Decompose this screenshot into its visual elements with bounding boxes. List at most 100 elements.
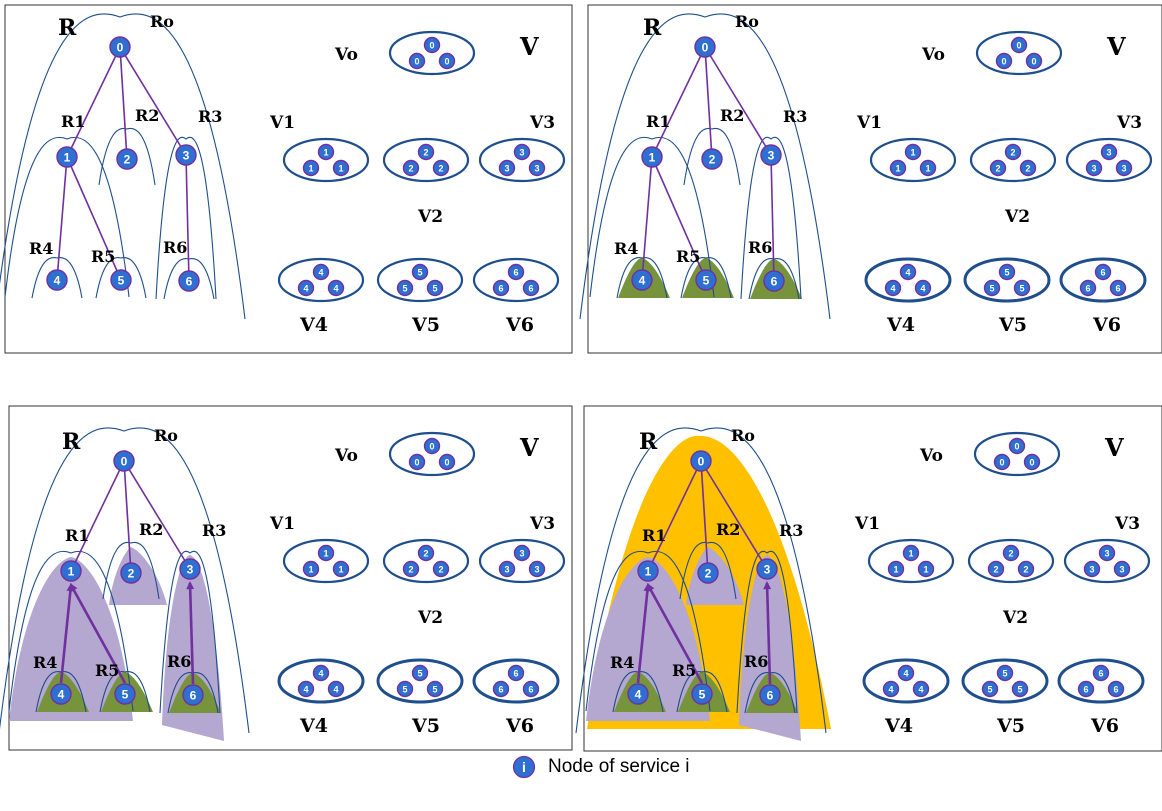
set-node-right-circle	[432, 560, 450, 578]
tree-node-3-label: 3	[187, 563, 194, 577]
set-node-top-circle	[507, 664, 525, 682]
tree-node-2-circle	[701, 148, 723, 170]
set-node-left-label: 1	[895, 163, 900, 173]
set-6: 66 6	[472, 658, 560, 704]
set-node-top-label: 2	[1008, 548, 1013, 558]
set-node-left-circle	[887, 560, 905, 578]
tree-node-5-label: 5	[118, 274, 125, 288]
set-node-left-label: 3	[1089, 564, 1094, 574]
set-node-left-circle	[408, 453, 426, 471]
tree-node-3-circle	[175, 144, 197, 166]
set-node-right: 4	[327, 680, 345, 698]
edge-0-3	[700, 460, 768, 570]
set-node-top-label: 2	[423, 147, 428, 157]
set-node-top: 0	[423, 437, 441, 455]
set-node-left: 4	[882, 680, 900, 698]
region-label-1: R1	[61, 112, 85, 131]
set-node-right: 0	[1025, 52, 1043, 70]
region-label-3: R3	[779, 521, 803, 540]
panel-frame	[583, 405, 1162, 752]
set-2: 22 2	[967, 538, 1055, 584]
set-node-top: 0	[423, 36, 441, 54]
set-node-left: 1	[889, 159, 907, 177]
set-node-top-circle	[312, 263, 330, 281]
edge-1-5	[69, 584, 127, 684]
tree-node-5-label: 5	[699, 688, 706, 702]
set-node-left-label: 5	[402, 283, 407, 293]
set-node-top-label: 4	[318, 668, 323, 678]
region-label-2: R2	[720, 106, 744, 125]
set-label-3: V3	[1114, 514, 1140, 534]
tree-node-1-circle	[56, 146, 78, 168]
set-node-right-circle	[432, 159, 450, 177]
region-r2-arc	[679, 541, 737, 600]
set-node-left-circle	[983, 279, 1001, 297]
set-node-right: 2	[432, 159, 450, 177]
region-leaf-arc-5	[676, 671, 728, 713]
set-label-0: Vo	[334, 45, 358, 65]
set-node-left-circle	[1083, 560, 1101, 578]
tree-node-2: 2	[120, 562, 142, 584]
tree-node-6: 6	[759, 684, 781, 706]
tree-node-4-label: 4	[635, 688, 642, 702]
edge-0-1	[647, 460, 702, 572]
tree-node-4-label: 4	[639, 274, 646, 288]
set-2: 22 2	[382, 137, 470, 183]
set-node-right-circle	[1115, 159, 1133, 177]
set-node-right-circle	[914, 279, 932, 297]
set-node-right-label: 0	[444, 457, 449, 467]
edge-1-5	[651, 156, 707, 281]
set-node-top: 2	[417, 544, 435, 562]
set-node-right-circle	[528, 159, 546, 177]
set-node-top-circle	[417, 143, 435, 161]
edge-3-6	[770, 154, 775, 282]
tree-node-0-label: 0	[117, 41, 124, 55]
region-label-2: R2	[716, 520, 740, 539]
set-node-left-label: 6	[498, 283, 503, 293]
set-node-top: 6	[1094, 263, 1112, 281]
set-node-top-label: 4	[905, 267, 910, 277]
set-node-left-label: 4	[303, 684, 308, 694]
set-3: 33 3	[1063, 538, 1151, 584]
set-node-right: 3	[528, 560, 546, 578]
set-5: 55 5	[961, 658, 1049, 704]
set-node-top: 5	[411, 664, 429, 682]
tree-node-5-circle	[691, 683, 713, 705]
edge-0-3	[119, 46, 187, 156]
tree-node-5: 5	[695, 269, 717, 291]
set-node-right: 5	[1011, 680, 1029, 698]
set-node-left: 1	[302, 159, 320, 177]
set-label-6: V6	[505, 715, 534, 737]
tree-node-0-label: 0	[121, 455, 128, 469]
set-node-top: 2	[1002, 544, 1020, 562]
set-node-top-circle	[1100, 143, 1118, 161]
tree-node-1-label: 1	[649, 151, 656, 165]
tree-node-0-label: 0	[702, 41, 709, 55]
tree-node-5-circle	[110, 269, 132, 291]
tree-node-6: 6	[763, 270, 785, 292]
region-label-3: R3	[202, 521, 226, 540]
tree-node-4-circle	[631, 269, 653, 291]
set-1: 11 1	[869, 137, 957, 183]
set-node-right-label: 0	[1029, 457, 1034, 467]
tree-node-3-circle	[179, 558, 201, 580]
region-leaf-arc-5	[95, 257, 147, 299]
region-ro-arc	[0, 13, 246, 320]
tree-node-5-label: 5	[703, 274, 710, 288]
set-node-right: 5	[426, 279, 444, 297]
set-node-top-label: 2	[1010, 147, 1015, 157]
set-node-left: 0	[408, 52, 426, 70]
set-node-right-label: 4	[920, 283, 925, 293]
set-node-left-label: 6	[1083, 684, 1088, 694]
set-node-left: 4	[297, 680, 315, 698]
set-1: 11 1	[282, 538, 370, 584]
arrowhead-1-5	[70, 583, 78, 592]
set-node-right-label: 4	[333, 684, 338, 694]
set-node-right-label: 2	[438, 163, 443, 173]
set-node-left-label: 1	[308, 163, 313, 173]
tree-node-0: 0	[690, 450, 712, 472]
set-label-4: V4	[299, 715, 328, 737]
set-label-5: V5	[411, 715, 440, 737]
region-label-2: R2	[139, 520, 163, 539]
